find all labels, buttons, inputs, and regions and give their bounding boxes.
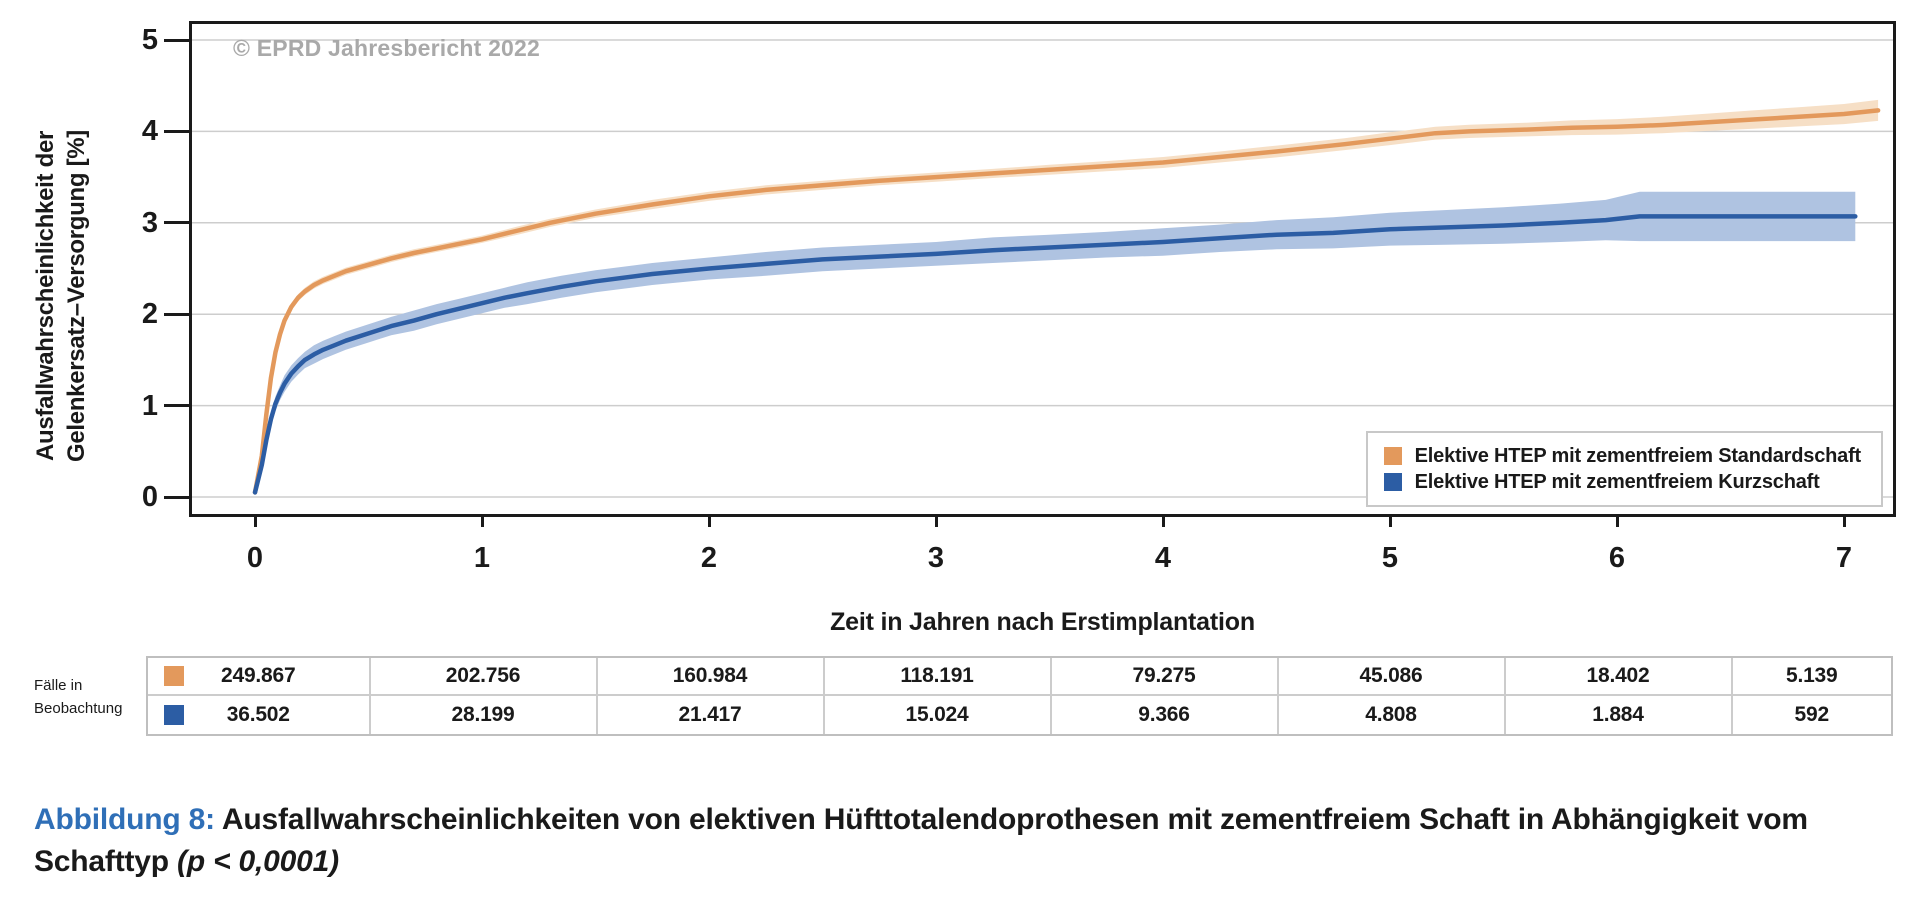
cases-under-observation-value: 21.417: [678, 703, 742, 726]
cases-under-observation-value: 118.191: [900, 664, 974, 687]
risk-table-label-line2: Beobachtung: [34, 700, 123, 717]
y-tick-mark-2: [164, 312, 190, 316]
x-tick-label-3: 3: [927, 542, 945, 574]
x-tick-label-6: 6: [1608, 542, 1626, 574]
row-swatch-kurzschaft-icon: [164, 705, 184, 725]
cases-under-observation-value: 1.884: [1592, 703, 1644, 726]
table-cell-row1-col4: 9.366: [1052, 696, 1279, 734]
y-tick-mark-3: [164, 221, 190, 225]
x-tick-label-0: 0: [246, 542, 264, 574]
table-cell-row1-col5: 4.808: [1279, 696, 1506, 734]
cases-under-observation-value: 45.086: [1359, 664, 1423, 687]
table-cell-row1-col2: 21.417: [598, 696, 825, 734]
cases-under-observation-value: 15.024: [905, 703, 969, 726]
table-cell-row0-col5: 45.086: [1278, 658, 1506, 696]
row-swatch-standardschaft-icon: [164, 666, 184, 686]
y-tick-mark-5: [164, 38, 190, 42]
table-cell-row1-col3: 15.024: [825, 696, 1052, 734]
y-tick-mark-4: [164, 129, 190, 133]
cases-under-observation-value: 9.366: [1138, 703, 1190, 726]
plot-area: © EPRD Jahresbericht 2022 Elektive HTEP …: [189, 21, 1896, 517]
table-cell-row0-col6: 18.402: [1505, 658, 1733, 696]
x-tick-label-1: 1: [473, 542, 491, 574]
risk-table-label: Fälle in Beobachtung: [34, 674, 122, 720]
y-tick-label-4: 4: [141, 115, 158, 148]
legend-label-standardschaft: Elektive HTEP mit zementfreiem Standards…: [1414, 444, 1862, 467]
risk-table: 249.867 202.756 160.984 118.191 79.275 45.086…: [146, 656, 1893, 736]
caption-label: Abbildung 8:: [34, 803, 215, 836]
y-axis-title-line2: Gelenkersatz–Versorgung [%]: [63, 130, 90, 463]
y-tick-mark-1: [164, 404, 190, 408]
cases-under-observation-value: 79.275: [1132, 664, 1196, 687]
table-cell-row0-col0: 249.867: [148, 658, 371, 696]
cases-under-observation-value: 249.867: [220, 664, 296, 687]
table-cell-row1-col0: 36.502: [148, 696, 371, 734]
risk-table-label-line1: Fälle in: [34, 677, 83, 694]
copyright-watermark: © EPRD Jahresbericht 2022: [233, 35, 541, 61]
y-axis-title: Ausfallwahrscheinlichkeit der Gelenkersa…: [30, 16, 106, 576]
figure-caption: Abbildung 8: Ausfallwahrscheinlichkeiten…: [34, 799, 1894, 883]
x-tick-label-5: 5: [1381, 542, 1399, 574]
legend-item-standardschaft: Elektive HTEP mit zementfreiem Standards…: [1383, 443, 1862, 469]
caption-pvalue: (p < 0,0001): [177, 845, 339, 878]
caption-text-line1: Ausfallwahrscheinlichkeiten von elektive…: [214, 803, 1808, 836]
cases-under-observation-value: 36.502: [226, 703, 290, 726]
table-cell-row0-col2: 160.984: [597, 658, 825, 696]
y-tick-label-3: 3: [141, 206, 158, 239]
series-line-kurzschaft: [252, 214, 1858, 495]
cases-under-observation-value: 160.984: [672, 664, 748, 687]
x-tick-label-7: 7: [1835, 542, 1853, 574]
table-cell-row0-col4: 79.275: [1051, 658, 1279, 696]
y-tick-label-5: 5: [141, 24, 158, 56]
series-line-standardschaft: [252, 108, 1881, 495]
legend-swatch-kurzschaft-icon: [1383, 473, 1402, 491]
confidence-band-kurzschaft: [255, 191, 1856, 495]
cases-under-observation-value: 5.139: [1785, 664, 1838, 687]
cases-under-observation-value: 592: [1794, 703, 1830, 726]
y-tick-mark-0: [164, 495, 190, 499]
x-axis-title: Zeit in Jahren nach Erstimplantation: [830, 608, 1255, 636]
table-cell-row1-col1: 28.199: [371, 696, 598, 734]
table-cell-row1-col6: 1.884: [1506, 696, 1733, 734]
cases-under-observation-value: 28.199: [451, 703, 515, 726]
table-cell-row0-col1: 202.756: [370, 658, 598, 696]
y-tick-label-1: 1: [141, 389, 158, 422]
table-cell-row0-col7: 5.139: [1732, 658, 1891, 696]
cases-under-observation-value: 4.808: [1365, 703, 1417, 726]
legend-label-kurzschaft: Elektive HTEP mit zementfreiem Kurzschaf…: [1414, 470, 1820, 493]
y-axis-title-line1: Ausfallwahrscheinlichkeit der: [32, 130, 59, 462]
cases-under-observation-value: 18.402: [1586, 664, 1650, 687]
x-tick-label-2: 2: [700, 542, 718, 574]
y-tick-label-0: 0: [141, 481, 158, 513]
table-cell-row0-col3: 118.191: [824, 658, 1052, 696]
y-tick-label-2: 2: [141, 298, 158, 331]
legend: Elektive HTEP mit zementfreiem Standards…: [1365, 431, 1883, 507]
legend-item-kurzschaft: Elektive HTEP mit zementfreiem Kurzschaf…: [1383, 469, 1861, 495]
cases-under-observation-value: 202.756: [445, 664, 521, 687]
x-tick-label-4: 4: [1154, 542, 1172, 574]
caption-text-line2: Schafttyp: [34, 845, 178, 878]
legend-swatch-standardschaft-icon: [1383, 447, 1402, 465]
table-cell-row1-col7: 592: [1733, 696, 1892, 734]
